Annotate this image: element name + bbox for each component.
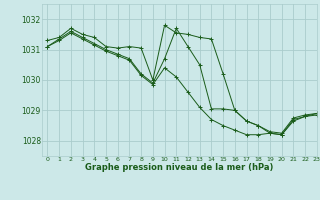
X-axis label: Graphe pression niveau de la mer (hPa): Graphe pression niveau de la mer (hPa): [85, 163, 273, 172]
